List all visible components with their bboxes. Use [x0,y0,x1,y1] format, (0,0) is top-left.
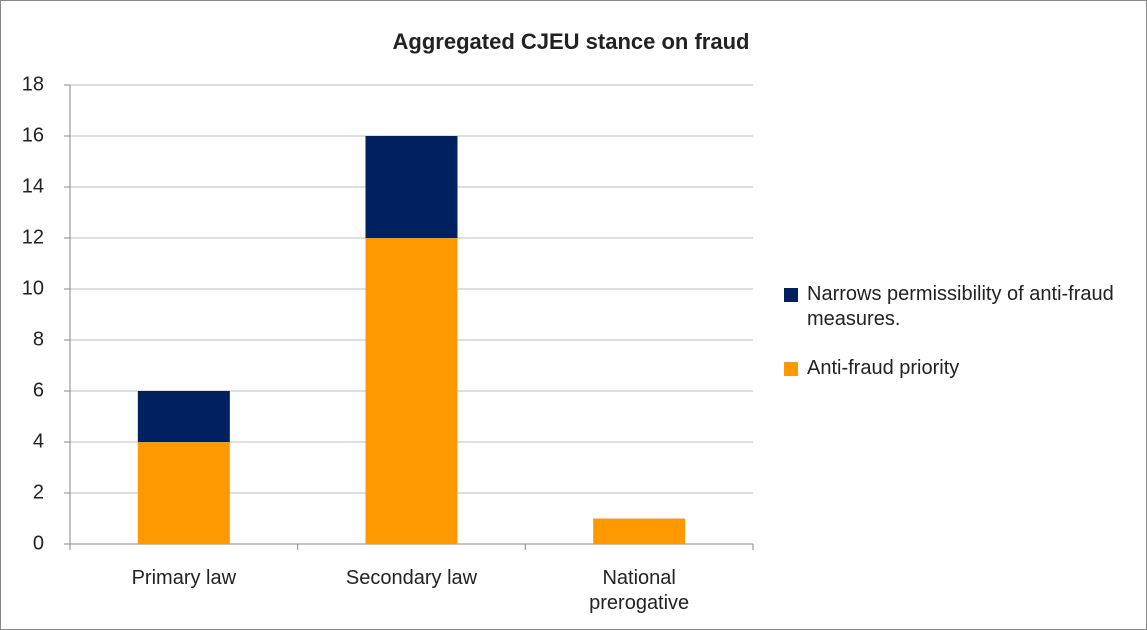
legend-swatch [784,362,798,376]
y-tick-label: 10 [22,277,44,299]
y-tick-label: 18 [22,73,44,95]
y-tick-label: 0 [33,532,44,554]
y-tick-label: 8 [33,328,44,350]
bar-segment [137,442,230,544]
y-tick-label: 12 [22,226,44,248]
legend-label: Anti-fraud priority [807,357,960,379]
y-tick-label: 16 [22,124,44,146]
y-tick-label: 14 [22,175,44,197]
y-tick-label: 2 [33,481,44,503]
legend-label: Narrows permissibility of anti-fraud mea… [807,283,1114,330]
legend-swatch [784,288,798,302]
chart-title: Aggregated CJEU stance on fraud [393,29,750,54]
x-tick-label: National prerogative [589,567,690,614]
bar-segment [365,136,458,238]
x-tick-label: Primary law [131,567,237,589]
x-tick-label: Secondary law [345,567,478,589]
bar-segment [137,391,230,442]
bar-segment [593,518,686,544]
bar-segment [365,238,458,544]
y-tick-label: 6 [33,379,44,401]
y-tick-label: 4 [33,430,44,452]
